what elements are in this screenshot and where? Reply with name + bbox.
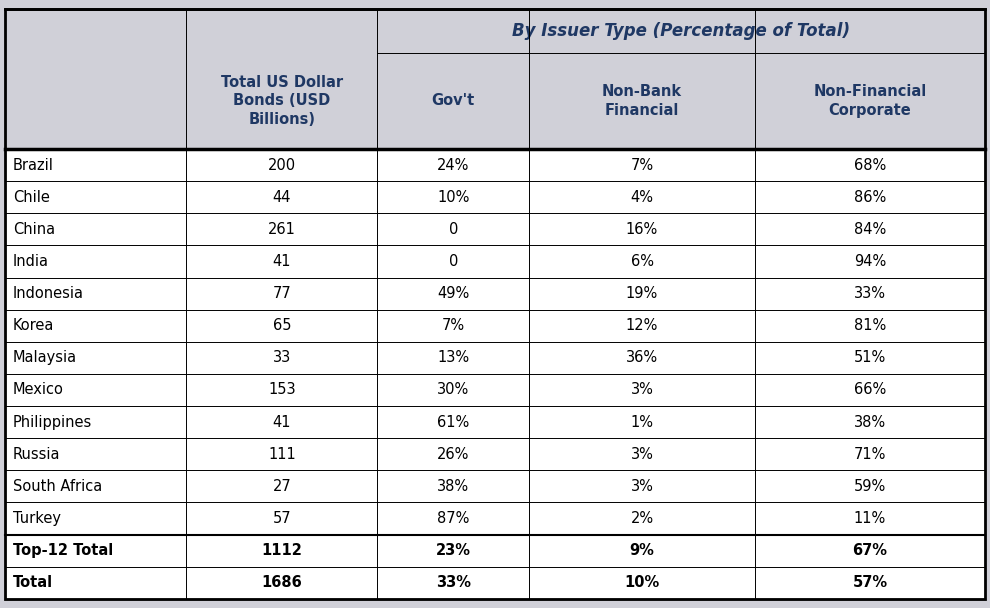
Text: 94%: 94%: [853, 254, 886, 269]
Bar: [5, 149, 985, 181]
Text: 7%: 7%: [442, 318, 465, 333]
Text: 261: 261: [268, 222, 296, 237]
Text: China: China: [13, 222, 55, 237]
Text: 41: 41: [272, 254, 291, 269]
Bar: [5, 471, 985, 502]
Text: Gov't: Gov't: [432, 94, 475, 108]
Text: 36%: 36%: [626, 350, 658, 365]
Text: Non-Financial
Corporate: Non-Financial Corporate: [813, 84, 927, 118]
Text: 57: 57: [272, 511, 291, 526]
Text: 2%: 2%: [631, 511, 653, 526]
Text: India: India: [13, 254, 49, 269]
Text: 38%: 38%: [438, 479, 469, 494]
Bar: [5, 246, 985, 277]
Text: 3%: 3%: [631, 479, 653, 494]
Text: 44: 44: [272, 190, 291, 205]
Text: 86%: 86%: [853, 190, 886, 205]
Text: 66%: 66%: [853, 382, 886, 398]
Text: Chile: Chile: [13, 190, 50, 205]
Text: Malaysia: Malaysia: [13, 350, 77, 365]
Text: 33%: 33%: [436, 575, 471, 590]
Text: 13%: 13%: [438, 350, 469, 365]
Text: 57%: 57%: [852, 575, 887, 590]
Text: 27: 27: [272, 479, 291, 494]
Bar: [5, 342, 985, 374]
Text: 33: 33: [272, 350, 291, 365]
Bar: [5, 181, 985, 213]
Text: 67%: 67%: [852, 543, 887, 558]
Text: Top-12 Total: Top-12 Total: [13, 543, 113, 558]
Text: 7%: 7%: [631, 157, 653, 173]
Text: 61%: 61%: [438, 415, 469, 430]
Text: Indonesia: Indonesia: [13, 286, 84, 301]
Bar: [5, 213, 985, 246]
Text: 59%: 59%: [853, 479, 886, 494]
Text: Non-Bank
Financial: Non-Bank Financial: [602, 84, 682, 118]
Text: South Africa: South Africa: [13, 479, 102, 494]
Text: 81%: 81%: [853, 318, 886, 333]
Text: 0: 0: [448, 222, 458, 237]
Text: Total: Total: [13, 575, 53, 590]
Text: 4%: 4%: [631, 190, 653, 205]
Text: 12%: 12%: [626, 318, 658, 333]
Text: 33%: 33%: [854, 286, 886, 301]
Text: 10%: 10%: [438, 190, 469, 205]
Text: 111: 111: [268, 447, 296, 461]
Bar: [5, 277, 985, 309]
Text: 10%: 10%: [625, 575, 659, 590]
Text: 16%: 16%: [626, 222, 658, 237]
Bar: [5, 534, 985, 567]
Text: 65: 65: [272, 318, 291, 333]
Bar: [5, 406, 985, 438]
Bar: [5, 438, 985, 471]
Text: 68%: 68%: [853, 157, 886, 173]
Text: 26%: 26%: [438, 447, 469, 461]
Text: 30%: 30%: [438, 382, 469, 398]
Text: 51%: 51%: [853, 350, 886, 365]
Text: 0: 0: [448, 254, 458, 269]
Text: 49%: 49%: [438, 286, 469, 301]
Text: 71%: 71%: [853, 447, 886, 461]
Text: 3%: 3%: [631, 447, 653, 461]
Text: 24%: 24%: [438, 157, 469, 173]
Text: 41: 41: [272, 415, 291, 430]
Text: Philippines: Philippines: [13, 415, 92, 430]
Text: 153: 153: [268, 382, 296, 398]
Text: 1%: 1%: [631, 415, 653, 430]
Text: 87%: 87%: [438, 511, 469, 526]
Bar: [5, 309, 985, 342]
Text: By Issuer Type (Percentage of Total): By Issuer Type (Percentage of Total): [512, 22, 850, 40]
Text: Mexico: Mexico: [13, 382, 63, 398]
Text: Turkey: Turkey: [13, 511, 60, 526]
Text: 200: 200: [267, 157, 296, 173]
Text: 9%: 9%: [630, 543, 654, 558]
Text: 38%: 38%: [853, 415, 886, 430]
Text: 23%: 23%: [436, 543, 471, 558]
Bar: [5, 9, 985, 149]
Text: Korea: Korea: [13, 318, 54, 333]
Text: 77: 77: [272, 286, 291, 301]
Text: 11%: 11%: [853, 511, 886, 526]
Bar: [5, 502, 985, 534]
Text: 3%: 3%: [631, 382, 653, 398]
Text: Brazil: Brazil: [13, 157, 53, 173]
Bar: [5, 567, 985, 599]
Text: 1112: 1112: [261, 543, 302, 558]
Text: 1686: 1686: [261, 575, 302, 590]
Text: Russia: Russia: [13, 447, 60, 461]
Text: 19%: 19%: [626, 286, 658, 301]
Bar: [5, 374, 985, 406]
Text: 6%: 6%: [631, 254, 653, 269]
Text: 84%: 84%: [853, 222, 886, 237]
Text: Total US Dollar
Bonds (USD
Billions): Total US Dollar Bonds (USD Billions): [221, 75, 343, 127]
